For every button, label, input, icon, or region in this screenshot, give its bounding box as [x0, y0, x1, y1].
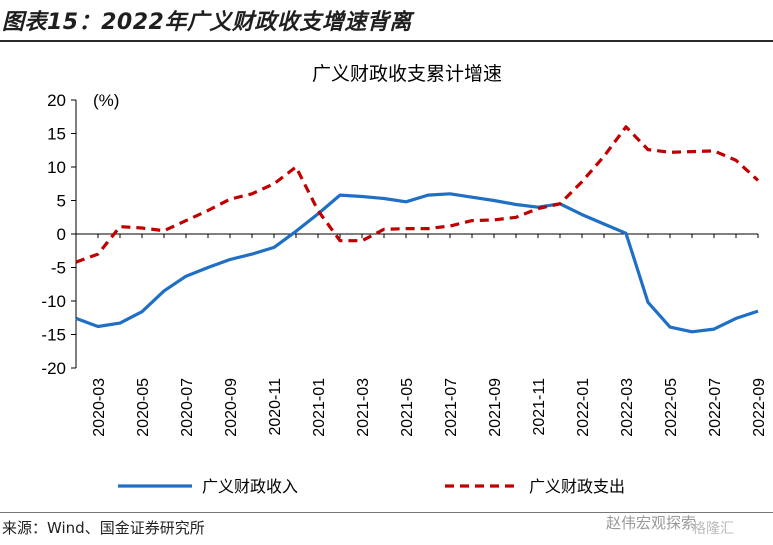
x-tick-label: 2021-09	[487, 378, 504, 437]
y-tick-label: -20	[41, 359, 66, 378]
y-tick-label: 10	[47, 158, 66, 177]
source-note: 来源：Wind、国金证券研究所	[2, 519, 205, 537]
y-tick-label: -15	[41, 326, 66, 345]
x-tick-label: 2021-05	[399, 378, 416, 437]
y-tick-label: 0	[57, 225, 66, 244]
series-line-expenditure	[75, 125, 760, 264]
bottom-rule	[0, 512, 773, 513]
x-tick-label: 2020-05	[135, 378, 152, 437]
x-tick-label: 2022-03	[619, 378, 636, 437]
x-tick-label: 2021-03	[355, 378, 372, 437]
watermark-secondary: 格隆汇	[692, 521, 734, 537]
x-tick-label: 2022-01	[575, 378, 592, 437]
title-rule	[0, 40, 773, 42]
watermark: 赵伟宏观探索	[606, 514, 697, 532]
x-tick-label: 2022-05	[663, 378, 680, 437]
x-tick-label: 2022-07	[707, 378, 724, 437]
chart-title: 广义财政收支累计增速	[312, 63, 502, 85]
x-tick-label: 2020-09	[223, 378, 240, 437]
figure-title: 图表15：2022年广义财政收支增速背离	[2, 10, 412, 35]
x-tick-label: 2021-11	[531, 378, 548, 436]
y-tick-label: 15	[47, 125, 66, 144]
series-line-revenue	[75, 192, 759, 334]
x-tick-label: 2022-09	[751, 378, 768, 437]
x-tick-label: 2020-03	[91, 378, 108, 437]
y-tick-label: -10	[41, 292, 66, 311]
y-tick-label: 20	[47, 91, 66, 110]
x-tick-label: 2020-07	[179, 378, 196, 437]
legend-label: 广义财政支出	[529, 477, 625, 496]
x-tick-label: 2020-11	[267, 378, 284, 436]
x-tick-label: 2021-07	[443, 378, 460, 437]
y-axis-unit: (%)	[93, 91, 119, 110]
y-tick-label: 5	[57, 192, 66, 211]
legend-label: 广义财政收入	[202, 477, 298, 496]
x-tick-label: 2021-01	[311, 378, 328, 437]
y-tick-label: -5	[51, 259, 66, 278]
